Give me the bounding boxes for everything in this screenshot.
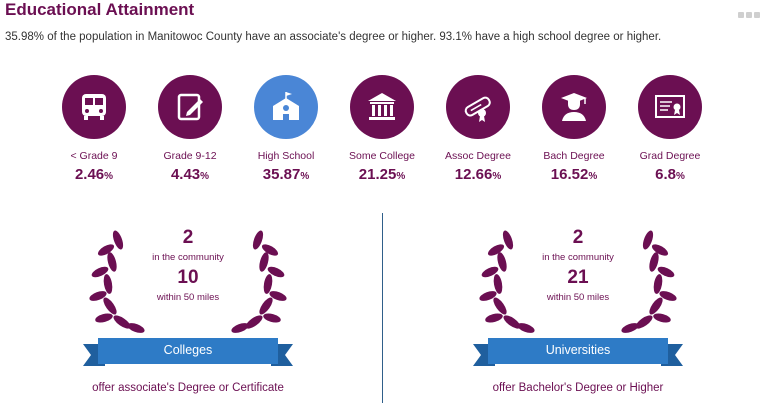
colleges-caption: offer associate's Degree or Certificate [92,382,284,394]
colleges-ribbon-label: Colleges [163,343,213,357]
level-label: Some College [349,150,415,162]
level-grade-9: < Grade 9 2.46% [49,75,139,183]
university-building-icon [368,93,396,120]
diploma-scroll-icon [464,96,491,122]
level-some-college: Some College 21.25% [337,75,427,183]
summary-text: 35.98% of the population in Manitowoc Co… [5,31,662,43]
level-percent: 35.87% [262,166,310,183]
level-percent: 16.52% [550,166,598,183]
level-label: High School [257,150,315,162]
level-label: Grade 9-12 [163,150,217,162]
nearby-count: 10 [177,267,199,288]
level-percent: 12.66% [454,166,502,183]
level-label: Bach Degree [543,150,605,162]
level-icon-circle [254,75,318,139]
nearby-label: within 50 miles [546,292,610,303]
ribbon-banner [473,338,683,366]
section-divider [382,213,383,403]
school-building-icon [273,92,299,120]
level-grade-9-12: Grade 9-12 4.43% [145,75,235,183]
laurel-wreath-icon [89,230,287,333]
level-percent: 6.8% [655,166,685,183]
level-icon-circle [350,75,414,139]
level-percent: 4.43% [170,166,210,183]
level-icon-circle [158,75,222,139]
community-count: 2 [182,227,194,248]
level-percent: 21.25% [358,166,406,183]
level-high-school: High School 35.87% [241,75,331,183]
level-grad-degree: Grad Degree 6.8% [625,75,715,183]
level-label: Assoc Degree [445,150,511,162]
level-icon-circle [638,75,702,139]
level-assoc-degree: Assoc Degree 12.66% [433,75,523,183]
school-bus-icon [82,94,106,120]
nearby-count: 21 [567,267,589,288]
nearby-label: within 50 miles [156,292,220,303]
level-icon-circle [542,75,606,139]
community-count: 2 [572,227,584,248]
ribbon-banner [83,338,293,366]
section-title: Educational Attainment [5,0,195,19]
universities-ribbon-label: Universities [545,343,611,357]
community-label: in the community [152,252,224,263]
notebook-pencil-icon [177,93,203,121]
community-label: in the community [542,252,614,263]
level-label: Grad Degree [639,150,701,162]
level-icon-circle [446,75,510,139]
education-levels: < Grade 9 2.46% Grade 9-12 4.43% High Sc… [49,75,729,190]
laurel-wreath-icon [479,230,677,333]
universities-caption: offer Bachelor's Degree or Higher [492,382,664,394]
level-icon-circle [62,75,126,139]
level-label: < Grade 9 [70,150,118,162]
certificate-icon [655,95,685,118]
more-options-icon[interactable] [738,12,760,18]
level-percent: 2.46% [74,166,114,183]
level-bach-degree: Bach Degree 16.52% [529,75,619,183]
graduate-icon [561,93,587,121]
